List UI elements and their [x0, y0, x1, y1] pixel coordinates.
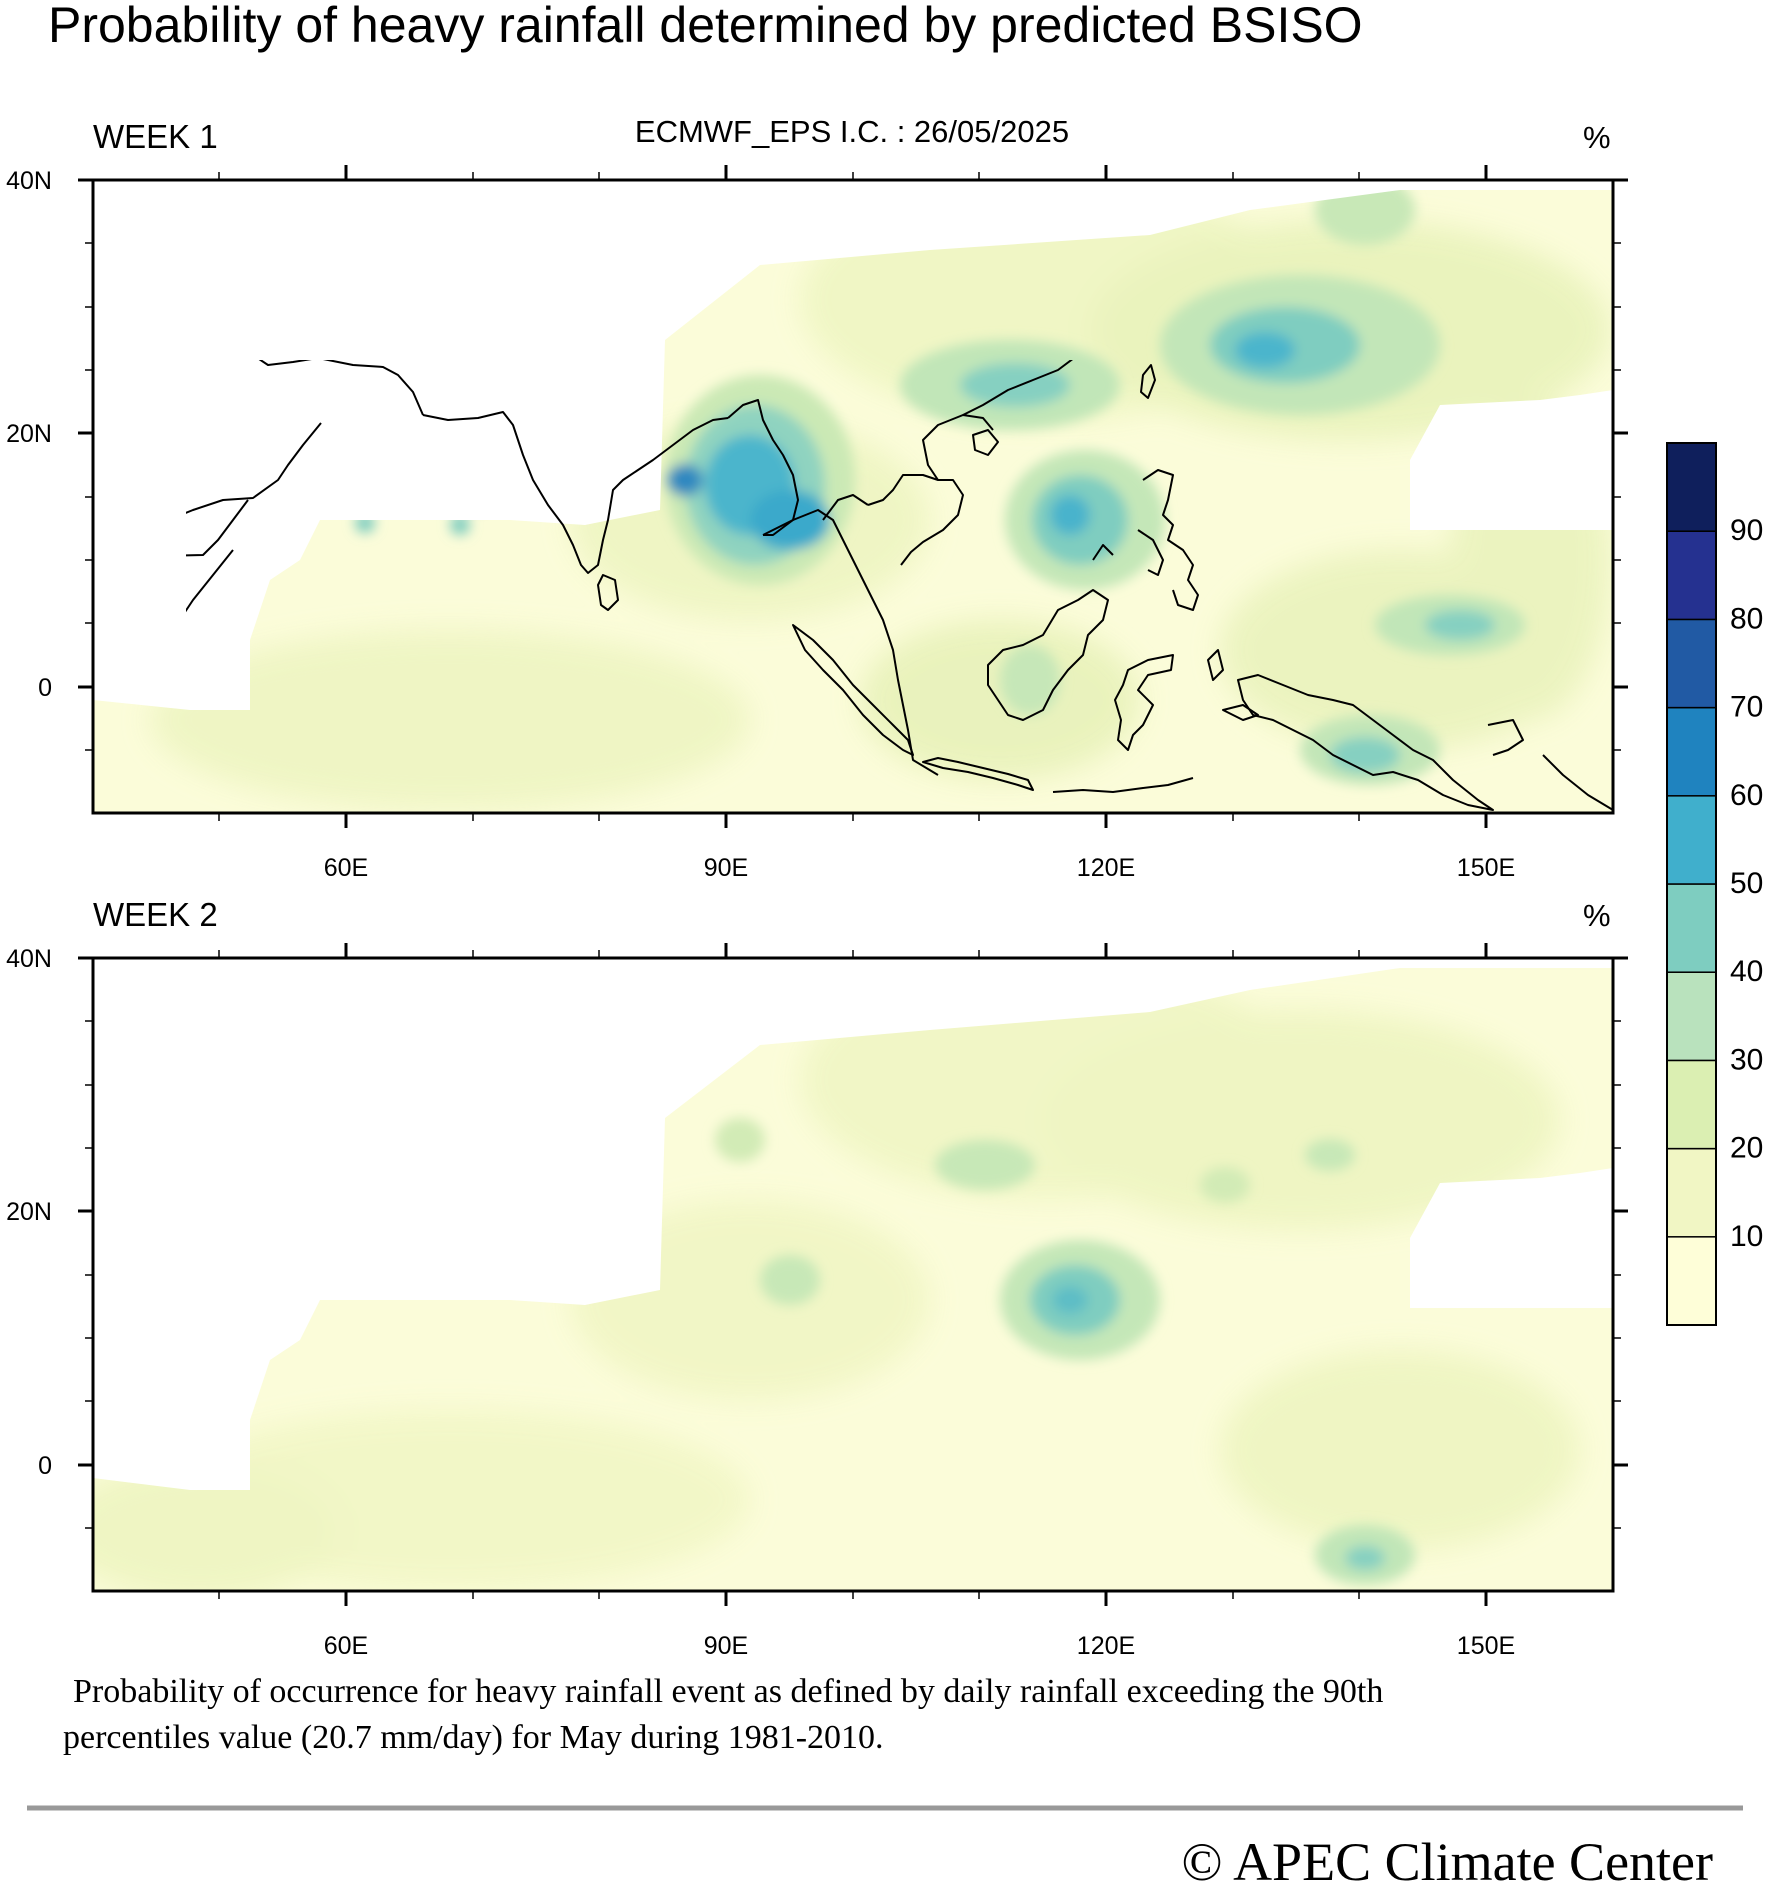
week1-lon-label-60e: 60E — [324, 854, 368, 882]
colorbar-bin — [1666, 883, 1717, 973]
week1-model-info: ECMWF_EPS I.C. : 26/05/2025 — [635, 114, 1069, 149]
week1-lon-label-150e: 150E — [1457, 854, 1515, 882]
colorbar-bin — [1666, 618, 1717, 709]
colorbar-label: 80 — [1730, 602, 1763, 635]
colorbar-label: 10 — [1730, 1220, 1763, 1253]
week2-map — [93, 958, 1613, 1591]
week2-lat-label-40n: 40N — [6, 945, 52, 973]
week2-label: WEEK 2 — [93, 896, 218, 933]
colorbar-label: 30 — [1730, 1043, 1763, 1076]
week2-lat-label-20n: 20N — [6, 1198, 52, 1226]
week1-panel: WEEK 1 ECMWF_EPS I.C. : 26/05/2025 % — [6, 114, 1628, 882]
week1-unit-label: % — [1583, 120, 1611, 155]
copyright-text: © APEC Climate Center — [1182, 1832, 1714, 1887]
colorbar-label: 20 — [1730, 1132, 1763, 1165]
week1-lat-label-0: 0 — [38, 674, 52, 702]
week2-lon-label-90e: 90E — [704, 1632, 748, 1660]
week1-map — [93, 180, 1613, 813]
week2-lon-label-60e: 60E — [324, 1632, 368, 1660]
colorbar: 10 20 30 40 50 60 70 80 90 — [1666, 442, 1763, 1326]
week2-lon-label-150e: 150E — [1457, 1632, 1515, 1660]
colorbar-label: 50 — [1730, 867, 1763, 900]
caption-line-2: percentiles value (20.7 mm/day) for May … — [63, 1719, 884, 1756]
page-title: Probability of heavy rainfall determined… — [48, 0, 1363, 53]
week1-lon-label-120e: 120E — [1077, 854, 1135, 882]
colorbar-label: 40 — [1730, 955, 1763, 988]
colorbar-bin — [1666, 530, 1717, 621]
colorbar-bin — [1666, 1236, 1717, 1326]
colorbar-bin — [1666, 1147, 1717, 1238]
colorbar-bin — [1666, 795, 1717, 885]
colorbar-bin — [1666, 706, 1717, 797]
week2-panel: WEEK 2 % — [6, 896, 1628, 1660]
colorbar-bin — [1666, 971, 1717, 1062]
colorbar-bin — [1666, 442, 1717, 532]
week2-unit-label: % — [1583, 898, 1611, 933]
week1-lat-label-40n: 40N — [6, 167, 52, 195]
colorbar-label: 90 — [1730, 514, 1763, 547]
week2-lat-label-0: 0 — [38, 1452, 52, 1480]
colorbar-bin — [1666, 1059, 1717, 1150]
week2-lon-label-120e: 120E — [1077, 1632, 1135, 1660]
colorbar-label: 70 — [1730, 691, 1763, 724]
colorbar-frame — [1666, 442, 1717, 1326]
week1-lon-label-90e: 90E — [704, 854, 748, 882]
caption-line-1: Probability of occurrence for heavy rain… — [73, 1673, 1383, 1710]
week1-label: WEEK 1 — [93, 118, 218, 155]
week1-lat-label-20n: 20N — [6, 420, 52, 448]
colorbar-label: 60 — [1730, 779, 1763, 812]
